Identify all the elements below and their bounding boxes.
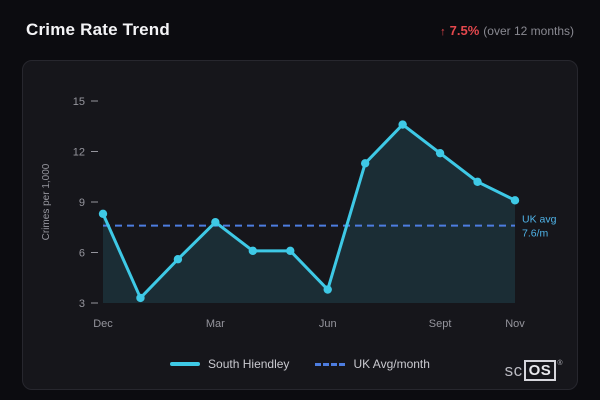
x-tick-label: Dec: [93, 318, 113, 330]
data-point[interactable]: [248, 246, 258, 256]
data-point[interactable]: [473, 177, 482, 186]
legend-item-uk-avg[interactable]: UK Avg/month: [315, 357, 430, 371]
trend-up-arrow: ↑: [440, 25, 446, 38]
data-point[interactable]: [286, 246, 295, 256]
data-point[interactable]: [136, 293, 145, 303]
y-tick-label: 6: [79, 248, 85, 260]
logo-prefix: sc: [504, 360, 523, 380]
uk-avg-annotation-line1: UK avg: [522, 214, 557, 226]
trend-value: 7.5%: [449, 22, 480, 38]
x-tick-label: Sept: [429, 318, 452, 330]
chart-legend: South Hiendley UK Avg/month: [33, 357, 567, 371]
data-point[interactable]: [211, 218, 220, 227]
data-point[interactable]: [435, 148, 445, 158]
legend-label-uk-avg: UK Avg/month: [353, 357, 430, 371]
trend-caption: (over 12 months): [483, 23, 574, 38]
south-hiendley-line: [101, 123, 517, 300]
data-point[interactable]: [360, 159, 370, 168]
uk-avg-annotation-line2: 7.6/m: [522, 228, 549, 240]
page-title: Crime Rate Trend: [26, 20, 170, 39]
x-tick-label: Mar: [206, 318, 225, 330]
x-tick-label: Nov: [505, 318, 525, 330]
data-point[interactable]: [98, 209, 108, 218]
y-axis-label: Crimes per 1,000: [41, 163, 52, 240]
legend-item-south-hiendley[interactable]: South Hiendley: [170, 357, 289, 371]
y-tick-label: 12: [73, 147, 85, 159]
y-tick-label: 3: [79, 298, 85, 310]
series-area-fill: [103, 124, 515, 303]
logo-registered-mark: ®: [557, 360, 563, 367]
data-point[interactable]: [510, 196, 520, 205]
data-point[interactable]: [173, 255, 183, 264]
chart-card: 3 6 9 12 15 Crimes per 1,000 Dec Mar Jun Sept Nov U…: [22, 60, 578, 390]
logo-boxed: OS: [523, 360, 557, 381]
scos-logo: sc OS ®: [505, 360, 563, 381]
trend-indicator: ↑ 7.5% (over 12 months): [440, 23, 574, 38]
y-tick-label: 9: [79, 197, 85, 209]
legend-line-swatch: [170, 362, 201, 366]
crime-chart-svg: 3 6 9 12 15 Crimes per 1,000 Dec Mar Jun Sept Nov U…: [41, 96, 557, 330]
data-point[interactable]: [323, 285, 332, 294]
page-header: Crime Rate Trend ↑ 7.5% (over 12 months): [0, 0, 600, 52]
data-point[interactable]: [398, 120, 407, 129]
y-tick-label: 15: [73, 96, 85, 108]
x-tick-label: Jun: [319, 318, 337, 330]
legend-dashed-swatch: [315, 362, 346, 366]
legend-label-south-hiendley: South Hiendley: [208, 357, 290, 371]
